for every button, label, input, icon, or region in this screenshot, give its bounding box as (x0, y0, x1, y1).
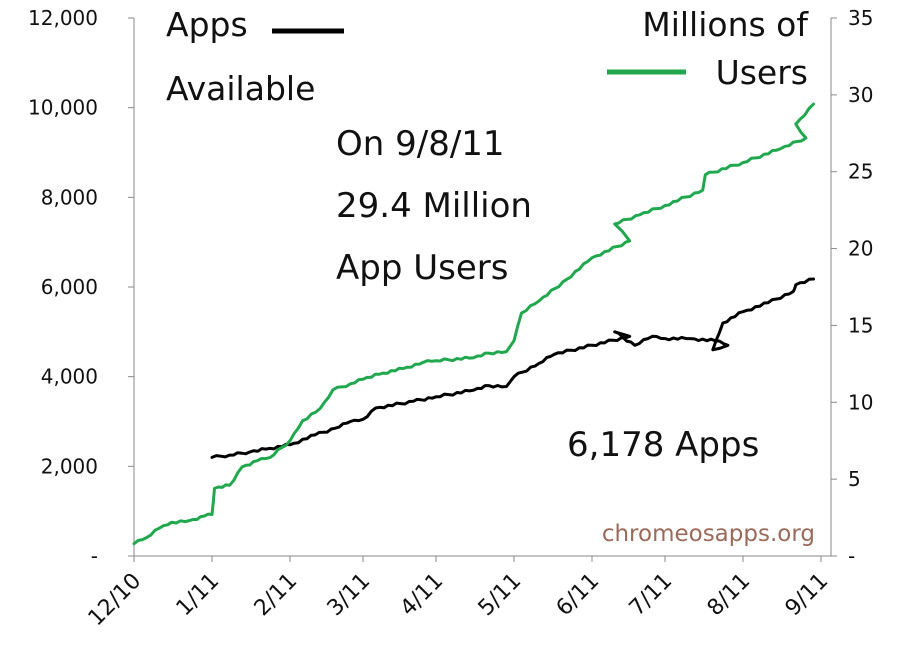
x-tick-label: 5/11 (474, 569, 527, 622)
left-tick-label: 2,000 (41, 454, 98, 478)
right-tick-label: 25 (848, 160, 873, 184)
source-watermark: chromeosapps.org (602, 521, 815, 547)
right-tick-label: 30 (848, 83, 873, 107)
x-tick-label: 6/11 (552, 569, 605, 622)
series-line-users (132, 102, 815, 546)
series-lines (132, 102, 815, 546)
x-tick-label: 4/11 (396, 569, 449, 622)
x-tick-label: 2/11 (250, 569, 303, 622)
annotation-apps-total: 6,178 Apps (567, 425, 759, 465)
left-tick-label: - (91, 544, 98, 568)
x-tick-label: 1/11 (172, 569, 225, 622)
left-tick-label: 8,000 (41, 185, 98, 209)
axes (128, 17, 837, 562)
legend-users-label-1: Millions of (642, 5, 809, 44)
series-line-apps (210, 277, 815, 459)
annotation-date: On 9/8/11 (336, 124, 505, 164)
legend-users-label-2: Users (716, 53, 808, 92)
left-tick-label: 4,000 (41, 365, 98, 389)
x-tick-label: 7/11 (625, 569, 678, 622)
x-tick-label: 8/11 (703, 569, 756, 622)
right-tick-label: - (848, 544, 855, 568)
legend-apps-label-1: Apps (166, 5, 248, 44)
left-tick-label: 10,000 (28, 96, 98, 120)
annotation-users-1: 29.4 Million (336, 186, 532, 226)
right-tick-label: 20 (848, 237, 873, 261)
x-tick-label: 3/11 (323, 569, 376, 622)
right-tick-label: 10 (848, 390, 873, 414)
right-tick-label: 35 (848, 6, 873, 30)
legend-apps-label-2: Available (166, 69, 315, 108)
left-tick-label: 6,000 (41, 275, 98, 299)
right-tick-label: 5 (848, 467, 861, 491)
right-tick-label: 15 (848, 313, 873, 337)
x-tick-label: 12/10 (84, 569, 147, 632)
annotation-users-2: App Users (336, 248, 508, 288)
x-tick-label: 9/11 (781, 569, 834, 622)
left-tick-label: 12,000 (28, 6, 98, 30)
